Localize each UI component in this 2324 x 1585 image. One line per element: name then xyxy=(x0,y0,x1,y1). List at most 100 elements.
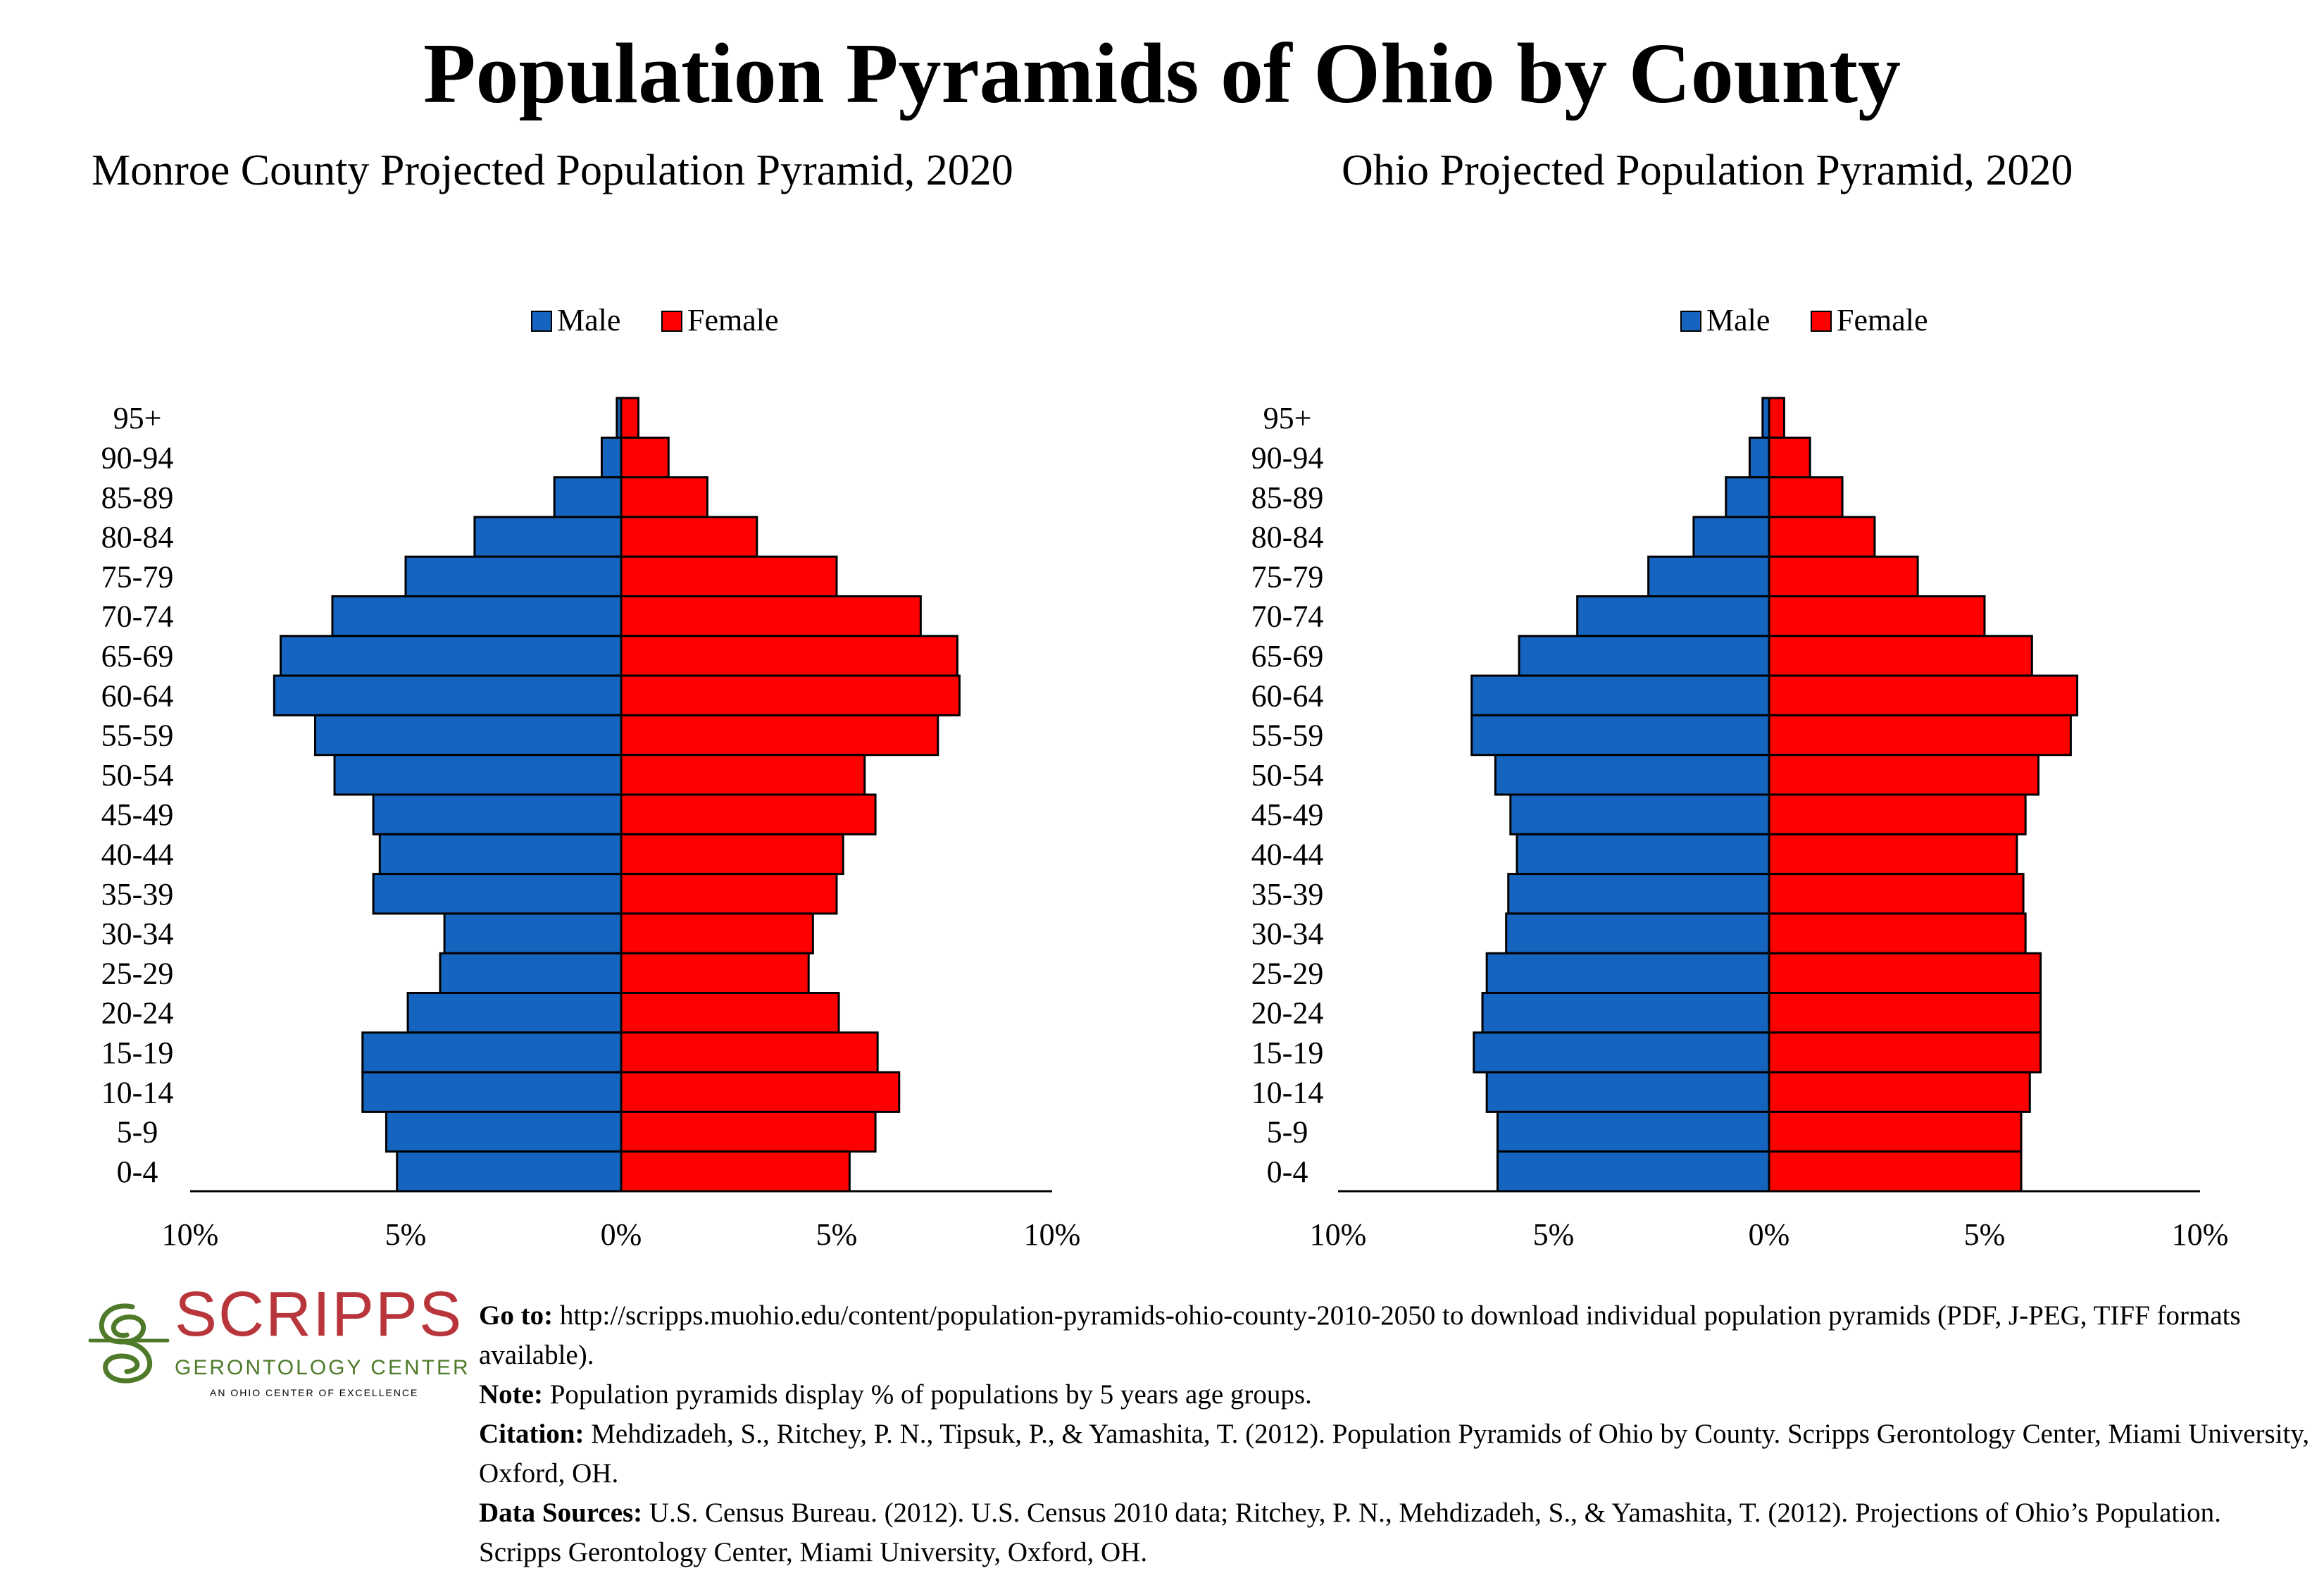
legend-swatch-female xyxy=(661,311,682,332)
age-label-95+: 95+ xyxy=(1263,401,1312,435)
bar-female-0-4 xyxy=(1768,1150,2023,1193)
bar-male-55-59 xyxy=(1470,714,1770,757)
bar-female-40-44 xyxy=(1768,833,2018,876)
age-label-85-89: 85-89 xyxy=(101,480,174,515)
bar-female-25-29 xyxy=(620,952,810,994)
bar-female-75-79 xyxy=(1768,555,1919,598)
legend: Male Female xyxy=(1680,303,1928,337)
citation-text: Mehdizadeh, S., Ritchey, P. N., Tipsuk, … xyxy=(479,1419,2310,1488)
monroe-pyramid-chart: Male Female 95+ 90-94 85-89 80-84 75-79 70-74 65… xyxy=(101,303,1081,1252)
bar-male-15-19 xyxy=(361,1031,623,1074)
bar-female-50-54 xyxy=(1768,754,2039,796)
legend-label-female: Female xyxy=(1837,303,1928,337)
bar-female-85-89 xyxy=(1768,476,1844,518)
note-label: Note: xyxy=(479,1379,543,1410)
bar-female-70-74 xyxy=(1768,595,1986,638)
bar-female-90-94 xyxy=(1768,436,1811,479)
bar-female-20-24 xyxy=(1768,992,2042,1034)
age-label-50-54: 50-54 xyxy=(101,758,174,792)
bar-male-85-89 xyxy=(1725,476,1770,518)
bar-male-0-4 xyxy=(1496,1150,1770,1193)
age-label-75-79: 75-79 xyxy=(1251,559,1324,594)
citation-note: Citation: Mehdizadeh, S., Ritchey, P. N.… xyxy=(479,1415,2310,1493)
bar-male-65-69 xyxy=(1518,635,1770,677)
bar-male-25-29 xyxy=(439,952,623,994)
logo-wordmark: SCRIPPS xyxy=(175,1279,463,1350)
x-tick-label: 10% xyxy=(1310,1217,1367,1252)
bar-male-20-24 xyxy=(1481,992,1770,1034)
age-label-45-49: 45-49 xyxy=(101,797,174,832)
bar-female-5-9 xyxy=(1768,1110,2023,1153)
bar-female-40-44 xyxy=(620,833,844,876)
legend-label-female: Female xyxy=(687,303,779,337)
legend: Male Female xyxy=(531,303,779,337)
bar-male-10-14 xyxy=(1485,1071,1770,1113)
footnotes: Go to: http://scripps.muohio.edu/content… xyxy=(479,1296,2310,1572)
bar-male-40-44 xyxy=(1516,833,1770,876)
sources-note: Data Sources: U.S. Census Bureau. (2012)… xyxy=(479,1493,2310,1572)
age-label-30-34: 30-34 xyxy=(1251,916,1324,951)
bar-male-30-34 xyxy=(1505,912,1770,955)
bar-male-90-94 xyxy=(1748,436,1770,479)
bar-female-75-79 xyxy=(620,555,838,598)
age-label-5-9: 5-9 xyxy=(117,1115,158,1150)
bar-male-25-29 xyxy=(1485,952,1770,994)
bar-male-60-64 xyxy=(273,674,623,716)
chart-title-monroe: Monroe County Projected Population Pyram… xyxy=(92,147,1013,194)
bar-male-50-54 xyxy=(1494,754,1770,796)
goto-label: Go to: xyxy=(479,1300,554,1331)
x-tick-label: 10% xyxy=(2172,1217,2229,1252)
age-label-70-74: 70-74 xyxy=(1251,599,1324,634)
note-text: Population pyramids display % of populat… xyxy=(542,1379,1312,1410)
age-label-10-14: 10-14 xyxy=(101,1075,174,1110)
goto-text: http://scripps.muohio.edu/content/popula… xyxy=(479,1300,2241,1370)
bar-female-15-19 xyxy=(1768,1031,2042,1074)
age-label-20-24: 20-24 xyxy=(1251,996,1324,1031)
age-label-60-64: 60-64 xyxy=(1251,678,1324,713)
logo-tagline: AN OHIO CENTER OF EXCELLENCE xyxy=(210,1387,419,1398)
bar-female-50-54 xyxy=(620,754,866,796)
bar-female-30-34 xyxy=(1768,912,2027,955)
legend-label-male: Male xyxy=(557,303,620,337)
note-line: Note: Population pyramids display % of p… xyxy=(479,1375,2310,1415)
bar-female-25-29 xyxy=(1768,952,2042,994)
bar-male-5-9 xyxy=(1496,1110,1770,1153)
x-tick-label: 5% xyxy=(385,1217,427,1252)
bar-male-65-69 xyxy=(280,635,623,677)
age-label-35-39: 35-39 xyxy=(1251,877,1324,912)
chart-title-ohio: Ohio Projected Population Pyramid, 2020 xyxy=(1342,147,2073,194)
bar-male-40-44 xyxy=(378,833,623,876)
age-label-20-24: 20-24 xyxy=(101,996,174,1031)
age-label-15-19: 15-19 xyxy=(101,1036,174,1070)
age-label-25-29: 25-29 xyxy=(101,956,174,990)
legend-label-male: Male xyxy=(1706,303,1770,337)
age-label-15-19: 15-19 xyxy=(1251,1036,1324,1070)
bar-female-80-84 xyxy=(1768,516,1876,558)
age-label-50-54: 50-54 xyxy=(1251,758,1324,792)
logo-subtitle: GERONTOLOGY CENTER xyxy=(175,1356,470,1379)
bar-female-55-59 xyxy=(1768,714,2072,757)
bar-female-35-39 xyxy=(620,873,838,915)
legend-swatch-male xyxy=(531,311,552,332)
bar-female-65-69 xyxy=(1768,635,2033,677)
bar-female-80-84 xyxy=(620,516,758,558)
age-label-80-84: 80-84 xyxy=(101,520,174,554)
bar-female-55-59 xyxy=(620,714,939,757)
bar-male-80-84 xyxy=(1692,516,1770,558)
bar-male-15-19 xyxy=(1473,1031,1770,1074)
age-label-85-89: 85-89 xyxy=(1251,480,1324,515)
age-label-35-39: 35-39 xyxy=(101,877,174,912)
age-label-90-94: 90-94 xyxy=(1251,440,1324,475)
bar-female-15-19 xyxy=(620,1031,879,1074)
ohio-pyramid-chart: Male Female 95+ 90-94 85-89 80-84 75-79 70-74 65… xyxy=(1251,303,2229,1252)
age-label-0-4: 0-4 xyxy=(117,1155,158,1189)
age-label-0-4: 0-4 xyxy=(1267,1155,1308,1189)
x-tick-label: 0% xyxy=(601,1217,642,1252)
age-label-60-64: 60-64 xyxy=(101,678,174,713)
sources-text: U.S. Census Bureau. (2012). U.S. Census … xyxy=(479,1498,2221,1567)
bar-female-60-64 xyxy=(620,674,961,716)
bar-female-90-94 xyxy=(620,436,670,479)
x-tick-label: 0% xyxy=(1749,1217,1790,1252)
bar-male-85-89 xyxy=(553,476,623,518)
main-title: Population Pyramids of Ohio by County xyxy=(423,26,1901,121)
